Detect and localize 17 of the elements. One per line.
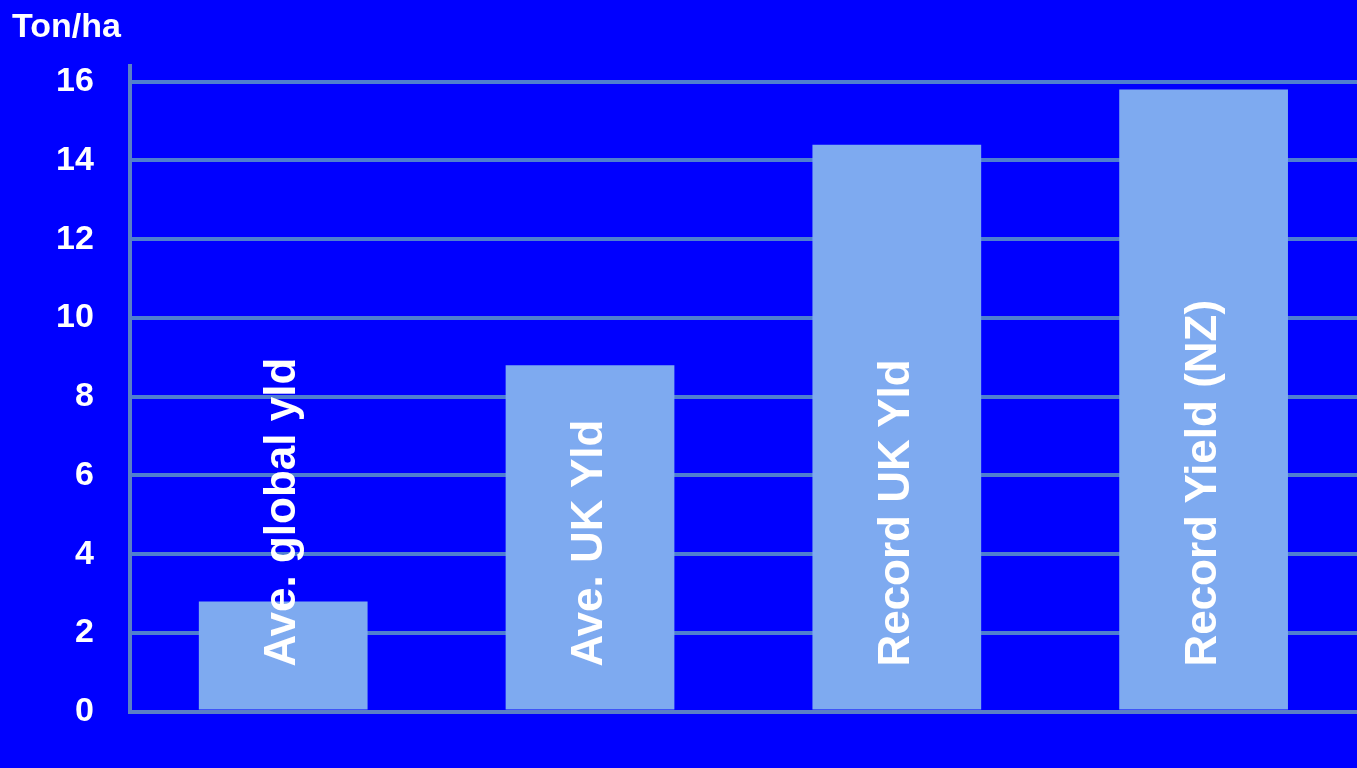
y-tick-label: 2 xyxy=(74,611,94,650)
x-tick-label: Record Yield (NZ) xyxy=(1175,299,1225,667)
y-tick-label: 0 xyxy=(74,689,94,728)
y-tick-label: 10 xyxy=(55,296,94,335)
y-tick-label: 14 xyxy=(55,138,94,177)
y-axis-title: Ton/ha xyxy=(12,6,121,45)
y-tick-label: 6 xyxy=(74,453,94,492)
y-tick-label: 4 xyxy=(74,532,94,571)
x-tick-label: Record UK Yld xyxy=(868,359,918,667)
bar xyxy=(505,365,675,710)
y-tick-label: 8 xyxy=(74,375,94,414)
x-tick-label: Ave. global yld xyxy=(255,357,305,667)
y-tick-label: 16 xyxy=(55,60,94,99)
x-tick-label: Ave. UK Yld xyxy=(562,419,612,667)
bar xyxy=(812,144,982,710)
y-tick-label: 12 xyxy=(55,217,94,256)
bar xyxy=(1119,89,1288,710)
